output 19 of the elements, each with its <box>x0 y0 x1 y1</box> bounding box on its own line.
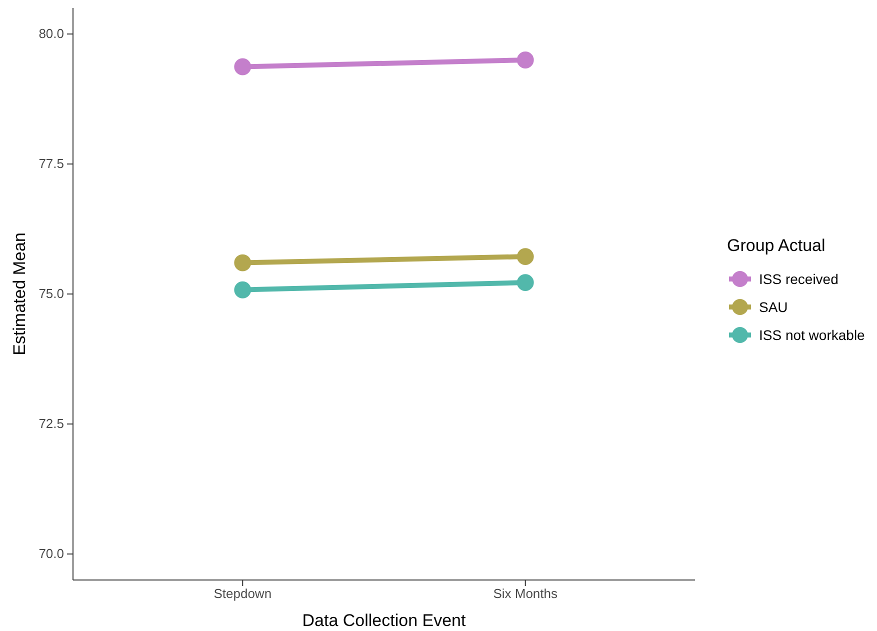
y-axis-title: Estimated Mean <box>10 232 29 356</box>
legend-label: SAU <box>759 299 788 315</box>
x-tick-label: Stepdown <box>214 586 272 602</box>
point <box>516 274 534 292</box>
legend-label: ISS received <box>759 271 838 287</box>
point <box>516 248 534 266</box>
legend-label: ISS not workable <box>759 327 866 343</box>
point <box>234 281 252 298</box>
y-tick-label: 70.0 <box>38 546 64 562</box>
x-tick-label: Six Months <box>493 586 558 602</box>
y-tick-label: 75.0 <box>38 286 64 302</box>
x-axis-title: Data Collection Event <box>302 611 466 630</box>
y-tick-label: 72.5 <box>38 416 64 432</box>
y-tick-label: 77.5 <box>38 156 64 172</box>
y-tick-label: 80.0 <box>38 26 64 42</box>
point <box>234 58 252 76</box>
point <box>516 52 534 68</box>
point <box>234 254 252 272</box>
legend-title: Group Actual <box>727 236 826 255</box>
